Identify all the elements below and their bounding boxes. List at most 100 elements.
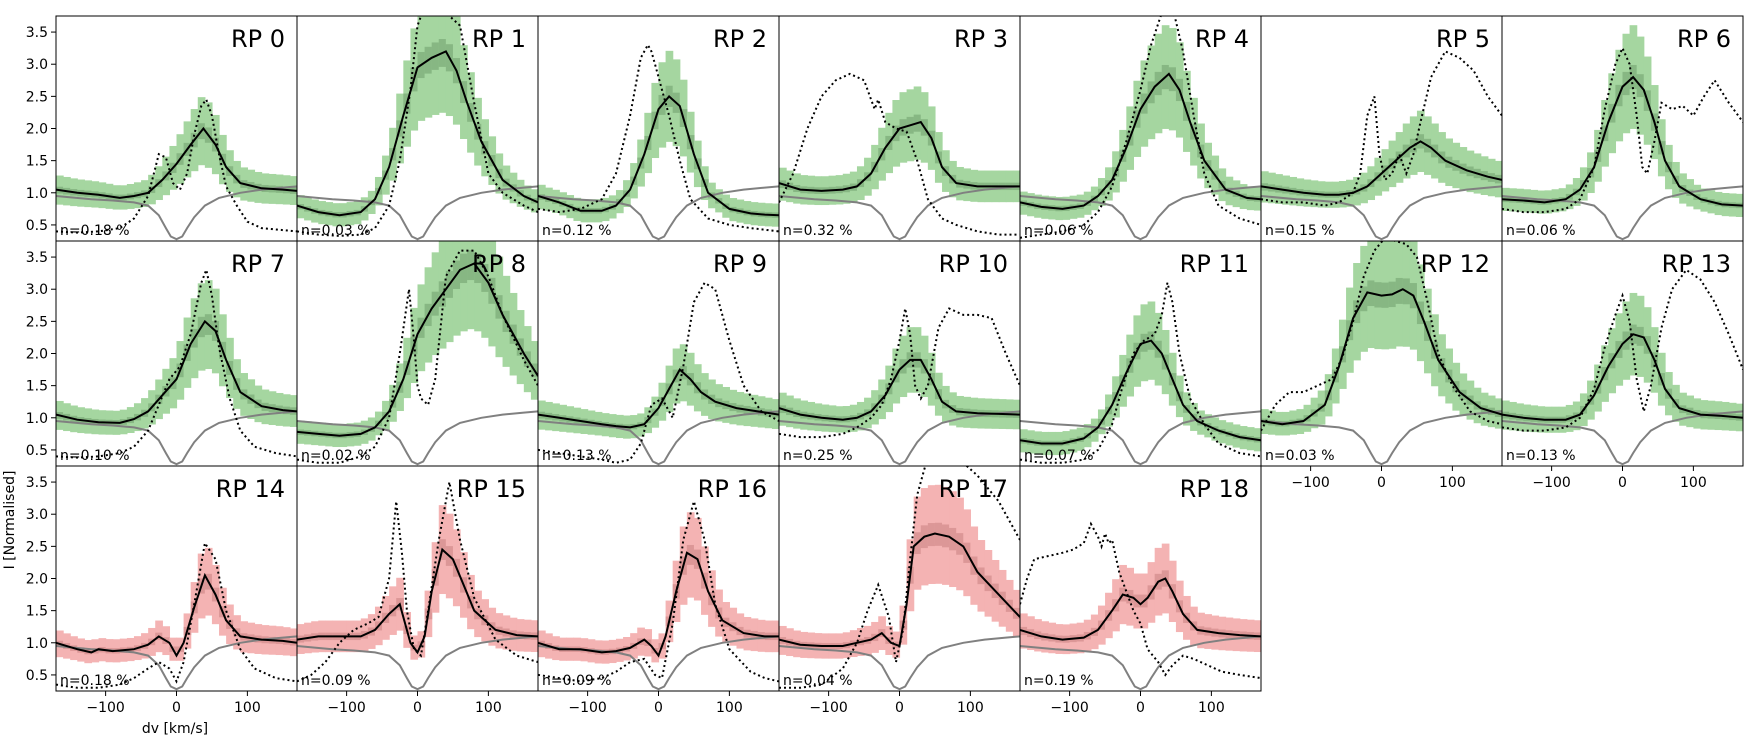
x-tick-label: 0 [1377, 475, 1386, 491]
plot-area [1502, 25, 1743, 241]
panel-1: RP 1 n=0.03 % [296, 15, 539, 242]
panel-18: RP 18 n=0.19 % −100 0 100 [1019, 465, 1262, 716]
density-band [467, 241, 475, 330]
plot-area [1020, 521, 1261, 691]
plot-area [1261, 241, 1502, 466]
x-tick-label: 0 [172, 700, 181, 716]
panel-label: RP 17 [939, 475, 1008, 503]
mean-profile-line [297, 50, 538, 217]
mean-profile-line [1020, 72, 1261, 210]
y-tick-label: 2.0 [26, 572, 48, 588]
fraction-label: n=0.13 % [542, 448, 612, 464]
panels-layer: RP 0 n=0.18 % 0.5 1.0 1.5 2.0 2.5 3.0 3.5 RP 1 n=0… [26, 15, 1744, 716]
y-tick-label: 0.5 [26, 443, 48, 459]
mean-profile-line [1502, 75, 1743, 207]
mean-profile-line [56, 126, 297, 199]
mean-profile-line [1020, 339, 1261, 445]
panel-label: RP 4 [1195, 25, 1249, 53]
fraction-label: n=0.18 % [60, 223, 130, 239]
plot-area [779, 72, 1020, 241]
grey-profile-line [1261, 185, 1502, 241]
panel-label: RP 10 [939, 250, 1008, 278]
plot-area [1261, 50, 1502, 241]
dotted-profile-line [56, 97, 297, 234]
y-tick-label: 3.5 [26, 25, 48, 41]
y-axis-label: I [Normalised] [2, 471, 18, 570]
grey-profile-line [1020, 185, 1261, 241]
y-tick-label: 3.5 [26, 250, 48, 266]
y-tick-label: 1.5 [26, 604, 48, 620]
panel-label: RP 3 [954, 25, 1008, 53]
dotted-profile-line [538, 281, 779, 464]
dotted-profile-line [1261, 241, 1502, 432]
plot-area [1502, 268, 1743, 466]
grey-profile-line [56, 185, 297, 241]
mean-profile-line [779, 358, 1020, 421]
x-tick-label: 0 [1618, 475, 1627, 491]
dotted-profile-line [1020, 521, 1261, 680]
x-tick-label: −100 [568, 700, 606, 716]
density-band [474, 241, 482, 332]
mean-profile-line [538, 94, 779, 217]
panel-15: RP 15 n=0.09 % −100 0 100 [296, 465, 539, 716]
dotted-profile-line [779, 307, 1020, 439]
plot-area [297, 481, 538, 691]
y-tick-label: 0.5 [26, 668, 48, 684]
fraction-label: n=0.13 % [1506, 448, 1576, 464]
panel-label: RP 15 [457, 475, 526, 503]
mean-profile-line [779, 120, 1020, 192]
panel-9: RP 9 n=0.13 % [537, 240, 780, 467]
plot-area [779, 307, 1020, 466]
fraction-label: n=0.04 % [783, 673, 853, 689]
panel-2: RP 2 n=0.12 % [537, 15, 780, 242]
grey-profile-line [297, 410, 538, 466]
panel-label: RP 12 [1421, 250, 1490, 278]
panel-label: RP 1 [472, 25, 526, 53]
x-tick-label: 0 [895, 700, 904, 716]
x-tick-label: 0 [654, 700, 663, 716]
dotted-profile-line [297, 481, 538, 683]
x-tick-label: −100 [1050, 700, 1088, 716]
fraction-label: n=0.10 % [60, 448, 130, 464]
grey-profile-line [538, 410, 779, 466]
fraction-label: n=0.15 % [1265, 223, 1335, 239]
plot-area [56, 97, 297, 241]
x-tick-label: 100 [1439, 475, 1466, 491]
y-tick-label: 2.0 [26, 347, 48, 363]
plot-area [779, 466, 1020, 691]
mean-profile-line [297, 262, 538, 437]
x-tick-label: −100 [86, 700, 124, 716]
mean-profile-line [779, 532, 1020, 648]
x-tick-label: 100 [475, 700, 502, 716]
fraction-label: n=0.32 % [783, 223, 853, 239]
panel-label: RP 9 [713, 250, 767, 278]
grey-profile-line [779, 185, 1020, 241]
dotted-profile-line [538, 497, 779, 683]
panel-label: RP 11 [1180, 250, 1249, 278]
plot-area [1020, 16, 1261, 241]
x-tick-label: 100 [716, 700, 743, 716]
x-tick-label: 0 [413, 700, 422, 716]
panel-17: RP 17 n=0.04 % −100 0 100 [778, 465, 1021, 716]
plot-area [1020, 282, 1261, 466]
mean-profile-line [56, 319, 297, 424]
grey-profile-line [56, 410, 297, 466]
grey-profile-line [297, 635, 538, 691]
fraction-label: n=0.06 % [1506, 223, 1576, 239]
y-tick-label: 1.5 [26, 154, 48, 170]
fraction-label: n=0.02 % [301, 448, 371, 464]
x-tick-label: −100 [809, 700, 847, 716]
fraction-label: n=0.07 % [1024, 448, 1094, 464]
dotted-profile-line [56, 540, 297, 689]
fraction-label: n=0.06 % [1024, 223, 1094, 239]
y-tick-label: 2.0 [26, 122, 48, 138]
plot-area [56, 266, 297, 466]
panel-5: RP 5 n=0.15 % [1260, 15, 1503, 242]
mean-profile-line [1502, 333, 1743, 421]
panel-10: RP 10 n=0.25 % [778, 240, 1021, 467]
panel-label: RP 6 [1677, 25, 1731, 53]
fraction-label: n=0.09 % [301, 673, 371, 689]
mean-profile-line [297, 547, 538, 655]
panel-0: RP 0 n=0.18 % 0.5 1.0 1.5 2.0 2.5 3.0 3.5 [26, 15, 298, 242]
